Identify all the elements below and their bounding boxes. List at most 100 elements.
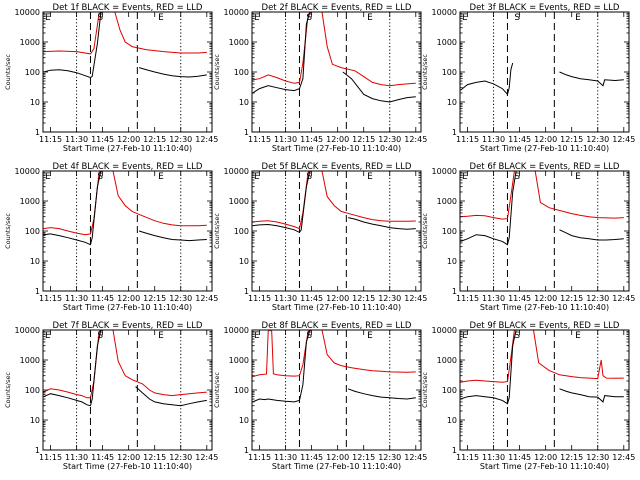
marker-s-2: S (97, 331, 103, 341)
marker-e-3: E (367, 331, 373, 341)
marker-s-2: S (97, 172, 103, 182)
x-tick-label: 12:15 (143, 135, 166, 144)
y-tick-label: 10000 (15, 326, 40, 335)
y-tick-label: 100 (25, 386, 40, 395)
series-events-line (43, 329, 102, 407)
marker-s-2: S (514, 331, 520, 341)
x-tick-label: 12:45 (195, 294, 218, 303)
y-tick-label: 1 (244, 446, 249, 455)
y-tick-label: 1000 (229, 38, 249, 47)
series-events-line (460, 329, 517, 405)
y-tick-label: 100 (442, 227, 457, 236)
y-tick-label: 100 (234, 386, 249, 395)
marker-e-3: E (158, 13, 164, 23)
y-axis-label: Counts/sec (421, 54, 429, 90)
y-tick-label: 1 (452, 128, 457, 137)
y-tick-label: 100 (442, 68, 457, 77)
y-tick-label: 100 (442, 386, 457, 395)
x-tick-label: 11:30 (274, 294, 297, 303)
x-tick-label: 12:45 (404, 294, 427, 303)
panel-4: Det 4f BLACK = Events, RED = LLD 1 10 100 10… (4, 162, 218, 312)
marker-s-2: S (306, 172, 312, 182)
y-tick-label: 10 (239, 257, 249, 266)
panel-title: Det 5f BLACK = Events, RED = LLD (262, 162, 412, 172)
series-lld-line (43, 11, 207, 55)
plot-frame (459, 170, 630, 292)
x-axis-label: Start Time (27-Feb-10 11:10:40) (480, 462, 609, 471)
x-tick-label: 12:15 (352, 135, 375, 144)
x-tick-label: 12:00 (534, 294, 557, 303)
x-tick-label: 12:30 (586, 453, 609, 462)
x-tick-label: 11:45 (91, 294, 114, 303)
panel-title: Det 1f BLACK = Events, RED = LLD (53, 3, 203, 13)
x-tick-label: 11:15 (456, 135, 479, 144)
y-tick-label: 1000 (20, 197, 40, 206)
x-tick-label: 11:45 (91, 135, 114, 144)
y-tick-label: 10000 (15, 8, 40, 17)
x-tick-label: 11:15 (248, 135, 271, 144)
x-tick-label: 12:15 (143, 294, 166, 303)
panel-2: Det 2f BLACK = Events, RED = LLD 1 10 100 10… (213, 3, 427, 153)
x-tick-label: 11:45 (300, 135, 323, 144)
x-axis-label: Start Time (27-Feb-10 11:10:40) (480, 144, 609, 153)
marker-s-2: S (514, 13, 520, 23)
x-tick-label: 12:30 (378, 294, 401, 303)
series-events-line (252, 170, 311, 234)
y-tick-label: 1000 (20, 356, 40, 365)
x-axis-label: Start Time (27-Feb-10 11:10:40) (480, 303, 609, 312)
x-tick-label: 11:30 (482, 453, 505, 462)
series-events-post-line (135, 386, 207, 407)
y-axis-label: Counts/sec (421, 213, 429, 249)
x-tick-label: 11:45 (508, 135, 531, 144)
y-tick-label: 10000 (15, 167, 40, 176)
y-tick-label: 1000 (229, 356, 249, 365)
panel-title: Det 7f BLACK = Events, RED = LLD (53, 321, 203, 331)
x-tick-label: 12:00 (117, 135, 140, 144)
series-events-post-line (342, 71, 416, 103)
x-tick-label: 12:15 (352, 453, 375, 462)
x-tick-label: 12:00 (117, 453, 140, 462)
panel-title: Det 3f BLACK = Events, RED = LLD (470, 3, 620, 13)
marker-e-3: E (575, 172, 581, 182)
y-tick-label: 10000 (224, 167, 249, 176)
panel-9: Det 9f BLACK = Events, RED = LLD 1 10 100 10… (421, 321, 635, 471)
marker-s-2: S (306, 13, 312, 23)
x-axis-label: Start Time (27-Feb-10 11:10:40) (63, 303, 192, 312)
plot-frame (42, 329, 213, 451)
marker-e-1: E (45, 13, 51, 23)
x-tick-label: 12:30 (169, 294, 192, 303)
x-tick-label: 12:45 (612, 135, 635, 144)
marker-s-2: S (97, 13, 103, 23)
y-tick-label: 100 (234, 227, 249, 236)
marker-s-2: S (514, 172, 520, 182)
marker-s-2: S (306, 331, 312, 341)
x-tick-label: 12:30 (378, 135, 401, 144)
x-tick-label: 12:00 (326, 294, 349, 303)
x-tick-label: 12:15 (560, 294, 583, 303)
series-lld-line (460, 170, 624, 220)
y-tick-label: 10 (447, 98, 457, 107)
marker-e-3: E (158, 172, 164, 182)
x-tick-label: 11:45 (508, 294, 531, 303)
x-tick-label: 12:00 (534, 453, 557, 462)
x-tick-label: 12:30 (586, 135, 609, 144)
series-events-line (43, 11, 102, 79)
y-tick-label: 1 (244, 128, 249, 137)
x-tick-label: 12:45 (404, 135, 427, 144)
y-tick-label: 10000 (432, 326, 457, 335)
x-tick-label: 11:30 (65, 453, 88, 462)
x-axis-label: Start Time (27-Feb-10 11:10:40) (63, 462, 192, 471)
x-tick-label: 12:30 (586, 294, 609, 303)
series-events-line (43, 170, 102, 246)
series-events-post-line (559, 71, 624, 87)
plot-frame (251, 170, 422, 292)
panel-6: Det 6f BLACK = Events, RED = LLD 1 10 100 10… (421, 162, 635, 312)
panel-8: Det 8f BLACK = Events, RED = LLD 1 10 100 10… (213, 321, 427, 471)
y-tick-label: 10 (30, 257, 40, 266)
plot-frame (251, 329, 422, 451)
marker-e-3: E (367, 172, 373, 182)
x-tick-label: 11:15 (456, 294, 479, 303)
y-tick-label: 10 (239, 98, 249, 107)
series-events-post-line (559, 229, 624, 241)
y-tick-label: 10 (447, 416, 457, 425)
